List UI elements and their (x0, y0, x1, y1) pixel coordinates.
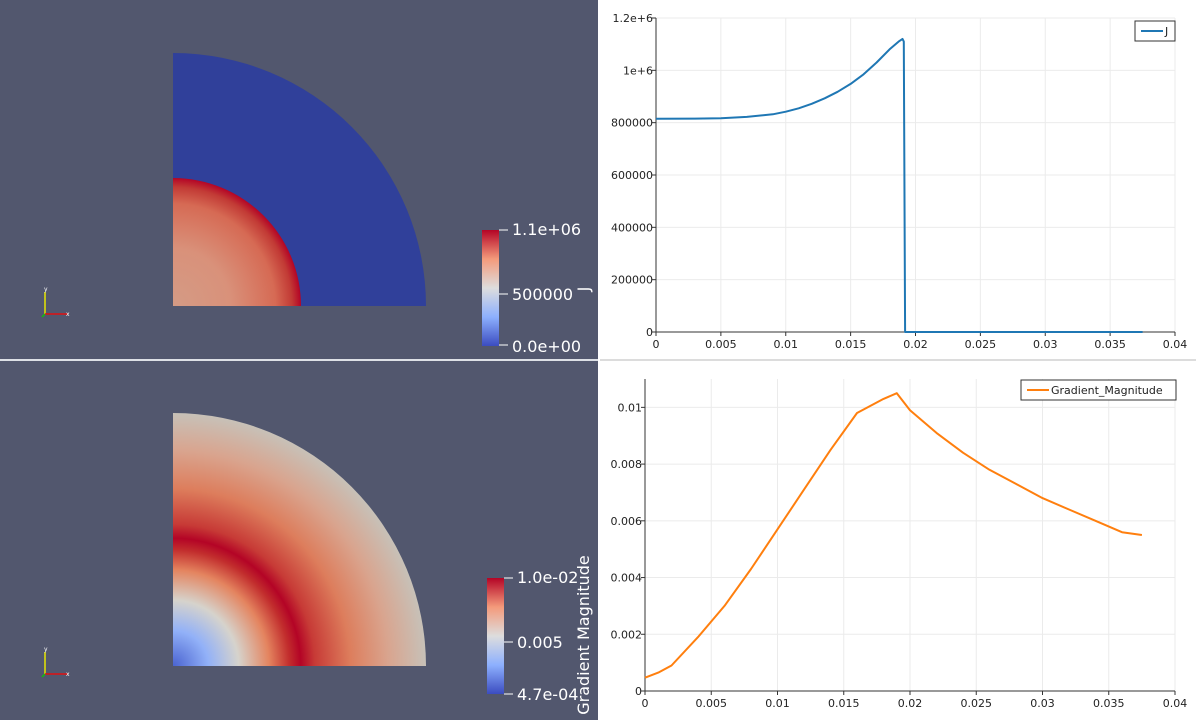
orientation-axes-icon: y x (41, 646, 70, 678)
render-view-j[interactable]: y x 1.1e+06 500000 0.0e+00 J (0, 0, 598, 359)
y-tick-label: 600000 (611, 169, 653, 182)
x-tick-label: 0.015 (828, 697, 860, 710)
x-tick-label: 0.03 (1030, 697, 1055, 710)
series-line-gradient-magnitude (644, 392, 1143, 679)
legend-label: J (1164, 25, 1168, 38)
x-tick-label: 0.01 (765, 697, 790, 710)
y-tick-label: 0.004 (611, 572, 643, 585)
x-tick-label: 0.02 (903, 338, 928, 351)
view-separator-vertical (598, 0, 600, 720)
colorbar-gradient (487, 578, 504, 694)
chart-separator (600, 359, 1196, 361)
legend-label: Gradient_Magnitude (1051, 384, 1163, 397)
y-tick-label: 0 (635, 685, 642, 698)
colorbar-mid-label: 0.005 (517, 633, 563, 652)
colorbar-j (482, 230, 499, 346)
x-tick-label: 0.03 (1033, 338, 1058, 351)
svg-text:y: y (44, 646, 48, 653)
line-chart-j: 0 0.005 0.01 0.015 0.02 0.025 0.03 0.035 0.04 0 20… (611, 12, 1188, 351)
x-tick-label: 0 (642, 697, 649, 710)
x-tick-label: 0.04 (1163, 697, 1188, 710)
x-tick-label: 0.02 (898, 697, 923, 710)
x-tick-label: 0.025 (965, 338, 997, 351)
svg-text:x: x (66, 311, 70, 318)
y-tick-label: 400000 (611, 221, 653, 234)
x-tick-label: 0 (653, 338, 660, 351)
series-line-j (655, 37, 1143, 333)
y-tick-label: 0.006 (611, 515, 643, 528)
colorbar-min-label: 0.0e+00 (512, 337, 581, 356)
y-tick-label: 1.2e+6 (613, 12, 653, 25)
x-tick-label: 0.04 (1163, 338, 1188, 351)
gradient-field-region (173, 413, 426, 666)
y-tick-label: 200000 (611, 274, 653, 287)
render-view-gradient[interactable]: y x 1.0e-02 0.005 4.7e-04 Gradient Magni… (0, 361, 598, 720)
line-chart-view-gradient[interactable]: 0 0.005 0.01 0.015 0.02 0.025 0.03 0.035 0.04 0 0.… (600, 361, 1196, 720)
y-tick-label: 0.01 (618, 401, 643, 414)
colorbar-max-label: 1.1e+06 (512, 220, 581, 239)
y-tick-label: 0.002 (611, 628, 643, 641)
x-tick-label: 0.01 (774, 338, 799, 351)
colorbar-title: J (574, 287, 593, 293)
x-tick-label: 0.025 (961, 697, 993, 710)
x-tick-label: 0.035 (1093, 697, 1125, 710)
x-tick-label: 0.005 (705, 338, 737, 351)
y-tick-label: 0.008 (611, 458, 643, 471)
colorbar-title: Gradient Magnitude (574, 555, 593, 715)
x-tick-label: 0.015 (835, 338, 867, 351)
y-tick-label: 1e+6 (623, 64, 653, 77)
y-tick-label: 0 (646, 326, 653, 339)
x-tick-label: 0.035 (1094, 338, 1126, 351)
colorbar-min-label: 4.7e-04 (517, 685, 578, 704)
render-j-svg: y x 1.1e+06 500000 0.0e+00 J (41, 53, 593, 356)
render-gradient-svg: y x 1.0e-02 0.005 4.7e-04 Gradient Magni… (41, 413, 593, 715)
colorbar-max-label: 1.0e-02 (517, 568, 578, 587)
line-chart-view-j[interactable]: 0 0.005 0.01 0.015 0.02 0.025 0.03 0.035 0.04 0 20… (600, 0, 1196, 359)
svg-text:x: x (66, 671, 70, 678)
line-chart-gradient: 0 0.005 0.01 0.015 0.02 0.025 0.03 0.035 0.04 0 0.… (611, 379, 1188, 710)
y-tick-label: 800000 (611, 117, 653, 130)
orientation-axes-icon: y x (41, 286, 70, 318)
colorbar-mid-label: 500000 (512, 285, 573, 304)
x-tick-label: 0.005 (696, 697, 728, 710)
svg-text:y: y (44, 286, 48, 293)
legend-box (1020, 379, 1177, 401)
view-separator (0, 359, 598, 361)
inner-region (173, 178, 301, 306)
